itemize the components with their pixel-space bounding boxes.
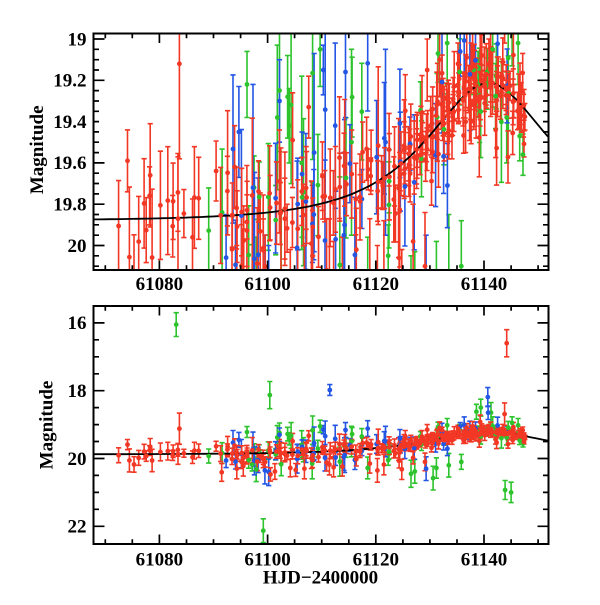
svg-text:19.6: 19.6 bbox=[53, 153, 86, 174]
svg-text:61080: 61080 bbox=[136, 550, 184, 571]
svg-text:19: 19 bbox=[68, 29, 87, 50]
svg-text:HJD−2400000: HJD−2400000 bbox=[263, 568, 378, 589]
svg-text:61120: 61120 bbox=[353, 274, 399, 295]
svg-text:16: 16 bbox=[68, 313, 87, 334]
svg-text:61100: 61100 bbox=[244, 550, 290, 571]
svg-text:22: 22 bbox=[68, 517, 87, 538]
svg-text:19.8: 19.8 bbox=[53, 195, 86, 216]
svg-text:20: 20 bbox=[68, 449, 87, 470]
svg-text:18: 18 bbox=[68, 381, 87, 402]
svg-text:19.4: 19.4 bbox=[53, 112, 87, 133]
svg-text:61100: 61100 bbox=[244, 274, 290, 295]
svg-text:Magnitude: Magnitude bbox=[37, 381, 58, 470]
svg-text:Magnitude: Magnitude bbox=[27, 105, 48, 194]
svg-text:61080: 61080 bbox=[136, 274, 184, 295]
svg-text:61120: 61120 bbox=[353, 550, 399, 571]
svg-text:61140: 61140 bbox=[461, 550, 507, 571]
svg-text:61140: 61140 bbox=[461, 274, 507, 295]
svg-text:19.2: 19.2 bbox=[53, 71, 86, 92]
svg-text:20: 20 bbox=[68, 236, 87, 257]
